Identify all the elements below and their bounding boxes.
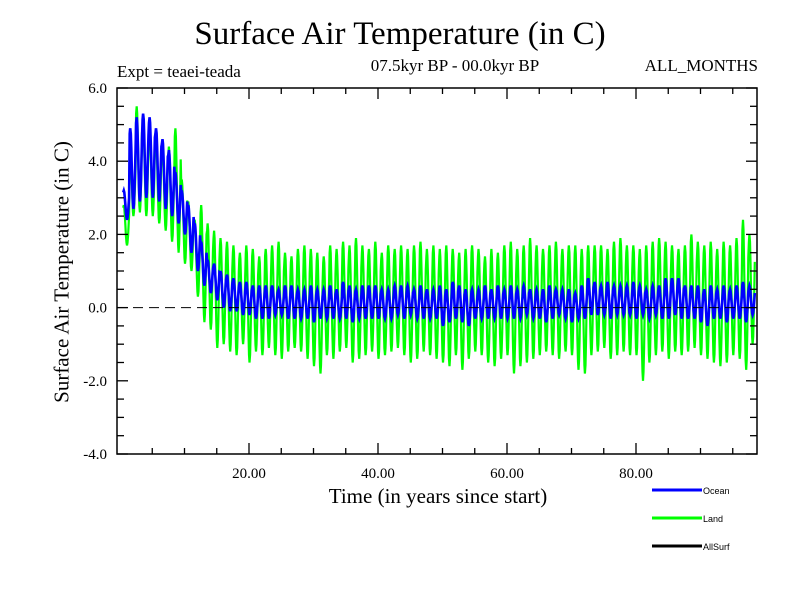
chart-title: Surface Air Temperature (in C) [194, 16, 606, 52]
series-line-ocean [121, 113, 757, 327]
period-label: 07.5kyr BP - 00.0kyr BP [370, 56, 540, 75]
axes-layer: -4.0 -2.0 0.0 2.0 4.0 6.0 20.00 40.00 60.00 80.00 [83, 81, 758, 482]
y-tick-label: 0.0 [88, 301, 107, 317]
legend-item-allsurf: AllSurf [652, 542, 730, 552]
y-tick-label: 2.0 [88, 227, 107, 243]
series-layer [121, 106, 757, 381]
x-tick-label: 40.00 [361, 466, 395, 482]
months-label: ALL_MONTHS [644, 56, 758, 75]
experiment-label: Expt = teaei-teada [117, 62, 241, 81]
legend: Ocean Land AllSurf [652, 486, 730, 552]
legend-label: Ocean [703, 486, 730, 496]
y-tick-label: 6.0 [88, 81, 107, 97]
series-line-land [122, 106, 756, 381]
y-tick-label: -4.0 [83, 447, 107, 463]
legend-label: Land [703, 514, 723, 524]
legend-item-ocean: Ocean [652, 486, 730, 496]
legend-label: AllSurf [703, 542, 730, 552]
legend-item-land: Land [652, 514, 723, 524]
x-tick-label: 60.00 [490, 466, 524, 482]
y-tick-label: 4.0 [88, 154, 107, 170]
x-axis-label: Time (in years since start) [328, 484, 548, 508]
x-tick-label: 20.00 [232, 466, 266, 482]
y-tick-label: -2.0 [83, 374, 107, 390]
x-tick-label: 80.00 [619, 466, 653, 482]
